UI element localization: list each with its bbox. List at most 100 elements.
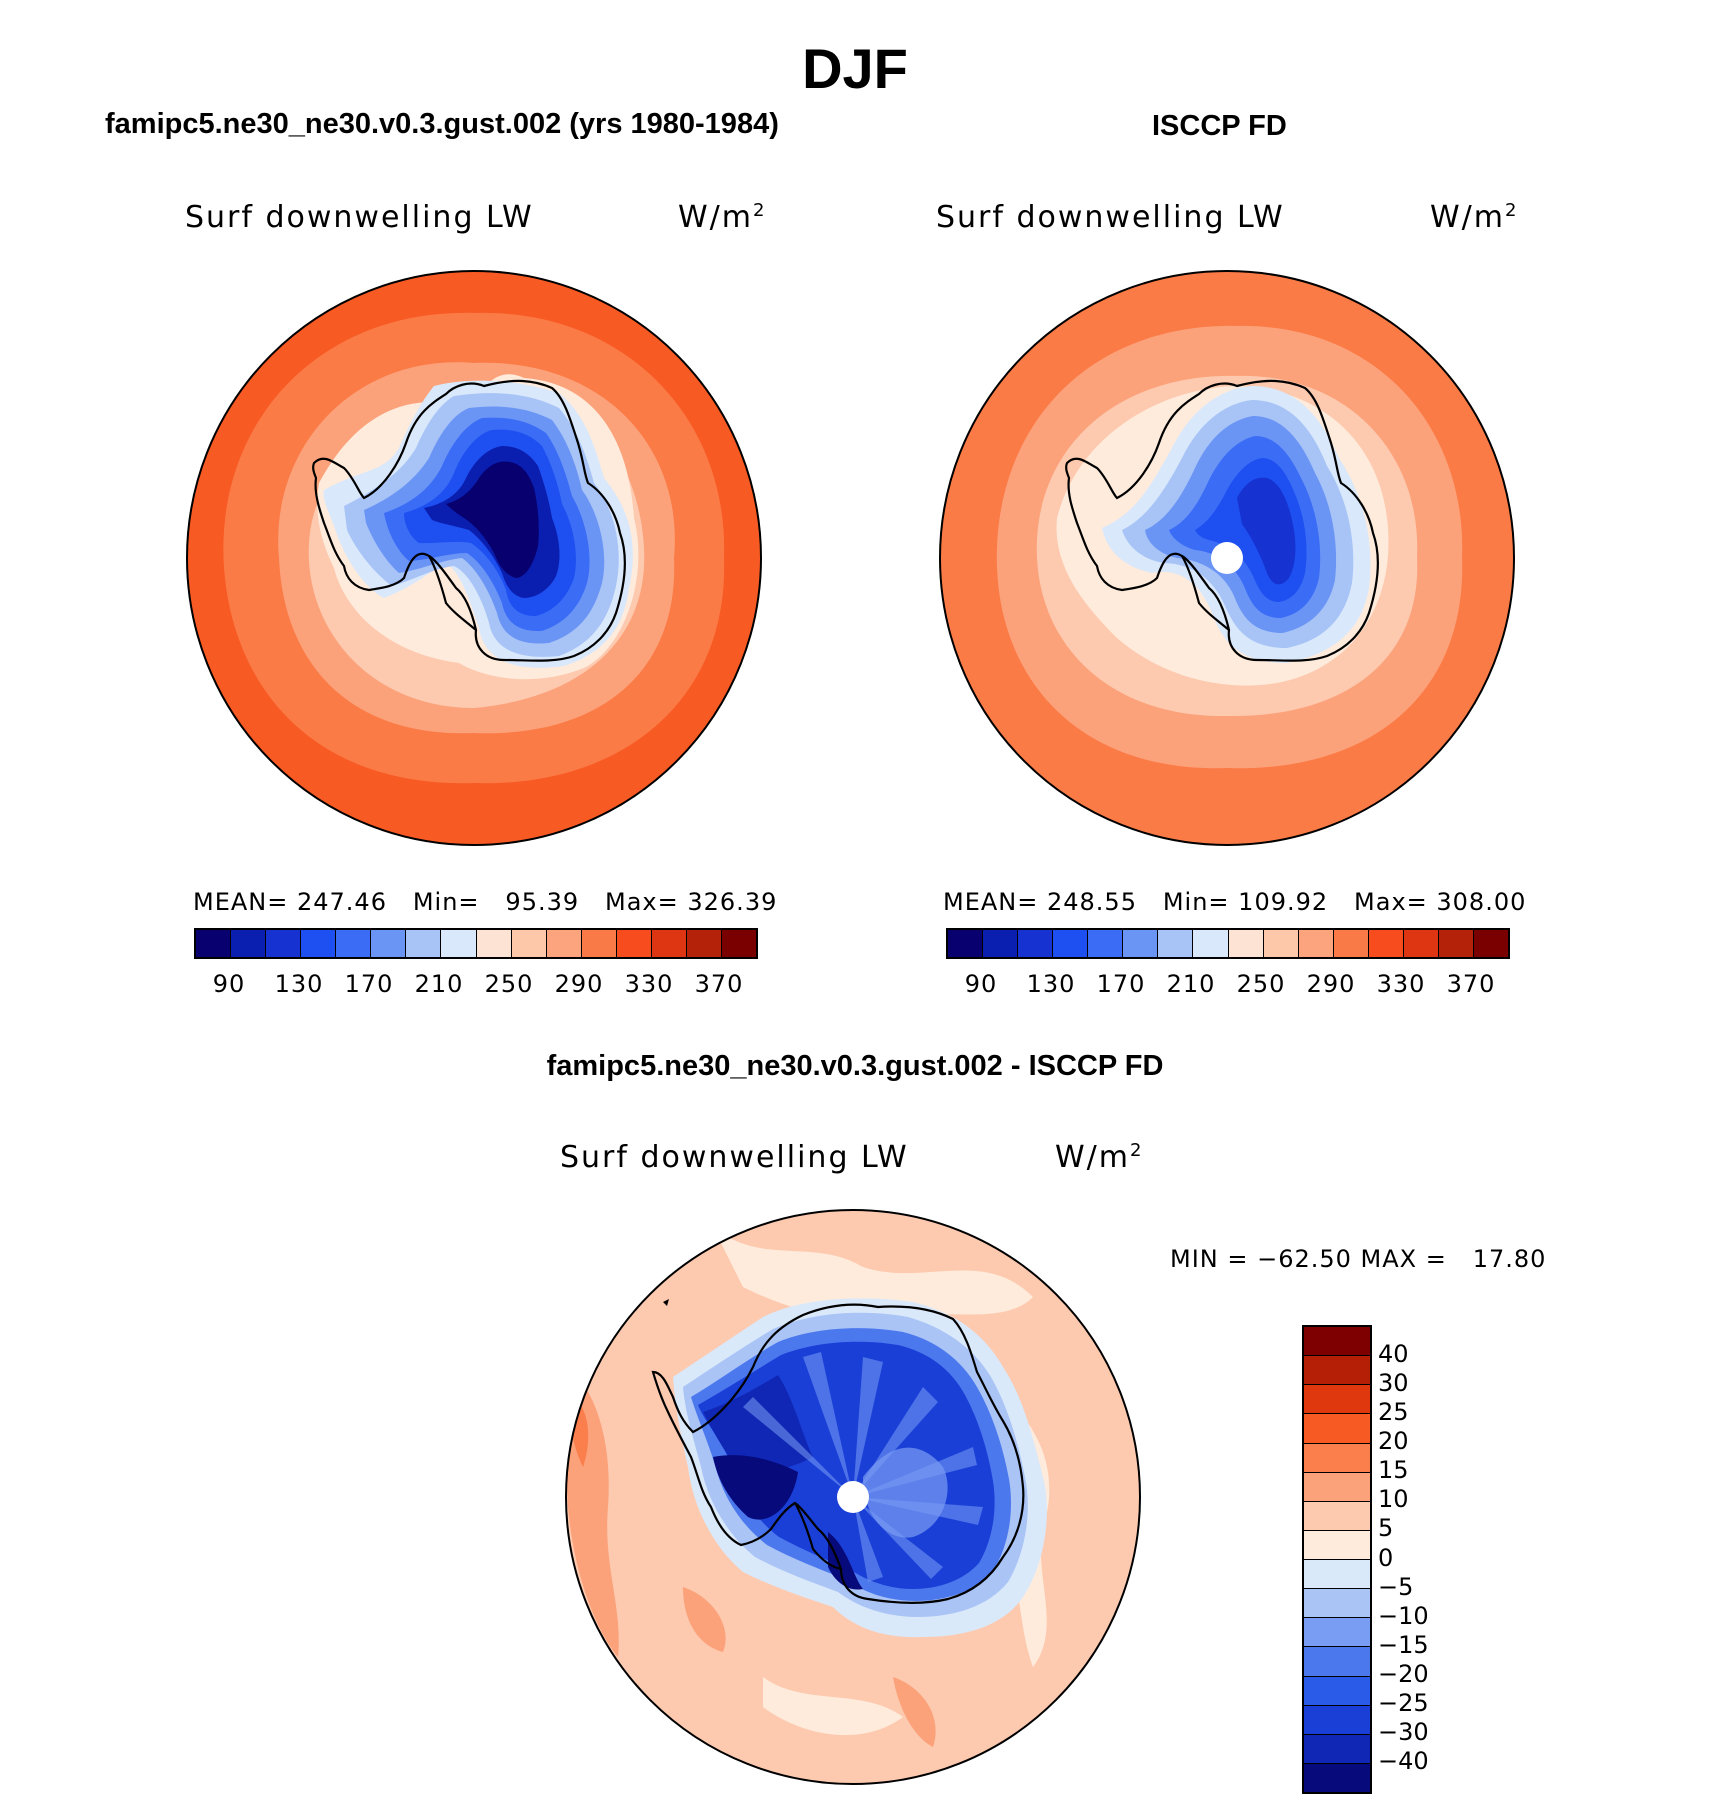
model-map-border (186, 270, 762, 846)
diff-colorbar-tick-label: 0 (1378, 1543, 1394, 1572)
colorbar-swatch (1438, 930, 1474, 957)
colorbar-swatch (1304, 1589, 1370, 1619)
colorbar-swatch (1304, 1356, 1370, 1386)
diff-colorbar-tick-label: 25 (1378, 1398, 1409, 1427)
colorbar-swatch (1263, 930, 1299, 957)
diff-colorbar-tick-label: 40 (1378, 1340, 1409, 1369)
diff-ice-2-inner (863, 1447, 948, 1538)
colorbar-swatch (1304, 1734, 1370, 1764)
colorbar-swatch (406, 930, 442, 957)
obs-variable-label: Surf downwelling LW (936, 200, 1285, 235)
diff-ice-6a (713, 1455, 798, 1520)
colorbar-tick-label: 90 (964, 970, 998, 998)
figure-title: DJF (802, 37, 908, 100)
colorbar-tick-label: 210 (1166, 970, 1216, 998)
colorbar-swatch (1304, 1560, 1370, 1590)
colorbar-swatch (1304, 1443, 1370, 1473)
diff-colorbar-tick-label: 15 (1378, 1456, 1409, 1485)
colorbar-swatch (983, 930, 1019, 957)
diff-polar-map (565, 1209, 1141, 1785)
model-colorbar (194, 928, 758, 959)
diff-warm-patch-1 (683, 1587, 726, 1652)
colorbar-swatch (301, 930, 337, 957)
obs-colorbar-ticks: 90 130 170 210 250 290 330 370 (946, 970, 1506, 1000)
diff-colorbar-tick-label: −10 (1378, 1601, 1429, 1630)
colorbar-swatch (581, 930, 617, 957)
model-colorbar-ticks: 90 130 170 210 250 290 330 370 (194, 970, 754, 1000)
diff-panel-title: famipc5.ne30_ne30.v0.3.gust.002 - ISCCP … (546, 1050, 1164, 1082)
diff-pale-zone-1 (713, 1227, 1033, 1320)
diff-colorbar-tick-label: −25 (1378, 1688, 1429, 1717)
obs-stats: MEAN= 248.55 Min= 109.92 Max= 308.00 (943, 888, 1527, 916)
colorbar-swatch (1298, 930, 1334, 957)
colorbar-tick-label: 210 (414, 970, 464, 998)
colorbar-swatch (371, 930, 407, 957)
diff-ice-5a (703, 1375, 813, 1477)
colorbar-swatch (1304, 1530, 1370, 1560)
colorbar-swatch (1158, 930, 1194, 957)
colorbar-swatch (686, 930, 722, 957)
diff-colorbar-tick-label: −5 (1378, 1572, 1414, 1601)
colorbar-tick-label: 170 (1096, 970, 1146, 998)
obs-coastline (1065, 379, 1379, 662)
diff-colorbar-tick-label: 5 (1378, 1514, 1394, 1543)
colorbar-tick-label: 90 (212, 970, 246, 998)
diff-pole-hole (837, 1481, 869, 1513)
obs-map-border (939, 270, 1515, 846)
diff-colorbar-tick-label: 10 (1378, 1485, 1409, 1514)
colorbar-tick-label: 370 (1446, 970, 1496, 998)
colorbar-tick-label: 250 (1236, 970, 1286, 998)
colorbar-swatch (1473, 930, 1508, 957)
model-stats: MEAN= 247.46 Min= 95.39 Max= 326.39 (193, 888, 778, 916)
colorbar-swatch (948, 930, 984, 957)
colorbar-swatch (266, 930, 302, 957)
diff-colorbar-tick-label: −20 (1378, 1659, 1429, 1688)
colorbar-swatch (1304, 1763, 1370, 1792)
colorbar-swatch (1304, 1385, 1370, 1415)
colorbar-tick-label: 330 (624, 970, 674, 998)
colorbar-tick-label: 250 (484, 970, 534, 998)
model-coastline (312, 379, 626, 662)
diff-ice-6b (828, 1532, 863, 1590)
colorbar-swatch (231, 930, 267, 957)
diff-colorbar-tick-label: −15 (1378, 1630, 1429, 1659)
obs-panel-title: ISCCP FD (1152, 110, 1287, 142)
colorbar-swatch (1228, 930, 1264, 957)
model-variable-label: Surf downwelling LW (185, 200, 534, 235)
colorbar-tick-label: 130 (274, 970, 324, 998)
model-polar-map (186, 270, 762, 846)
colorbar-swatch (441, 930, 477, 957)
diff-variable-label: Surf downwelling LW (560, 1140, 909, 1175)
diff-colorbar-tick-label: 30 (1378, 1369, 1409, 1398)
obs-pole-hole (1211, 542, 1243, 574)
colorbar-tick-label: 370 (694, 970, 744, 998)
diff-island-1 (663, 1299, 669, 1306)
diff-units-label: W/m2 (1055, 1140, 1144, 1175)
colorbar-swatch (1304, 1676, 1370, 1706)
colorbar-swatch (511, 930, 547, 957)
colorbar-swatch (1403, 930, 1439, 957)
diff-pale-zone-3 (763, 1677, 903, 1736)
colorbar-swatch (1304, 1472, 1370, 1502)
colorbar-swatch (476, 930, 512, 957)
model-ice-7 (446, 461, 539, 578)
colorbar-tick-label: 290 (1306, 970, 1356, 998)
colorbar-swatch (1333, 930, 1369, 957)
colorbar-swatch (1304, 1414, 1370, 1444)
colorbar-swatch (1088, 930, 1124, 957)
diff-colorbar (1302, 1325, 1372, 1794)
diff-warm-patch-2 (893, 1677, 936, 1747)
colorbar-swatch (1123, 930, 1159, 957)
diff-minmax: MIN = −62.50 MAX = 17.80 (1170, 1245, 1547, 1273)
obs-colorbar (946, 928, 1510, 959)
colorbar-swatch (651, 930, 687, 957)
colorbar-swatch (1018, 930, 1054, 957)
colorbar-swatch (1304, 1618, 1370, 1648)
colorbar-tick-label: 290 (554, 970, 604, 998)
colorbar-swatch (616, 930, 652, 957)
obs-ice-6 (1237, 477, 1296, 585)
diff-colorbar-tick-label: −30 (1378, 1717, 1429, 1746)
colorbar-tick-label: 330 (1376, 970, 1426, 998)
colorbar-tick-label: 130 (1026, 970, 1076, 998)
colorbar-swatch (196, 930, 232, 957)
